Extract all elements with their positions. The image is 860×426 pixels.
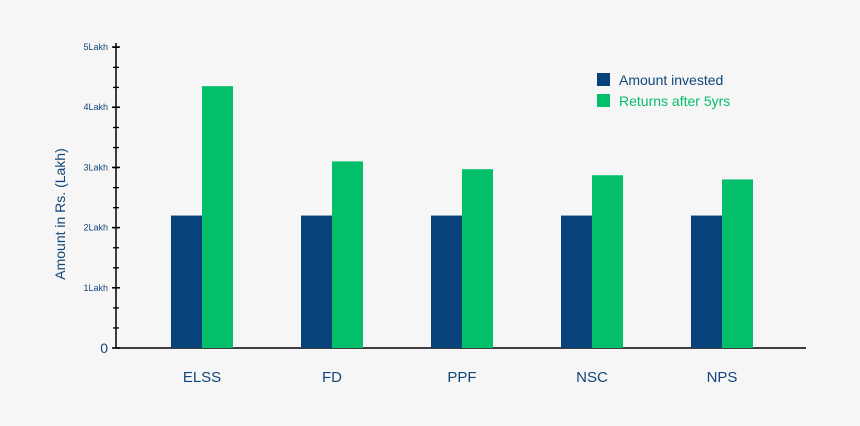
y-tick-label: 0 — [100, 340, 108, 356]
bar-nsc-invested — [561, 215, 592, 348]
bar-ppf-invested — [431, 215, 462, 348]
y-tick-label: 3Lakh — [83, 162, 108, 172]
bar-elss-returns — [202, 86, 233, 348]
y-tick-label: 4Lakh — [83, 102, 108, 112]
bar-ppf-returns — [462, 169, 493, 348]
legend-label: Returns after 5yrs — [619, 93, 730, 109]
bar-elss-invested — [171, 215, 202, 348]
y-tick-label: 5Lakh — [83, 42, 108, 52]
x-tick-label: NSC — [576, 369, 608, 386]
legend: Amount invested Returns after 5yrs — [597, 72, 730, 109]
y-tick-label: 1Lakh — [83, 283, 108, 293]
bar-fd-returns — [332, 161, 363, 348]
bar-nsc-returns — [592, 175, 623, 348]
bar-fd-invested — [301, 215, 332, 348]
y-axis-label: Amount in Rs. (Lakh) — [52, 148, 68, 280]
legend-label: Amount invested — [619, 72, 723, 88]
y-tick-label: 2Lakh — [83, 223, 108, 233]
legend-swatch — [597, 73, 610, 86]
x-tick-label: FD — [322, 369, 342, 386]
x-tick-label: PPF — [447, 369, 476, 386]
x-tick-labels: ELSS FD PPF NSC NPS — [183, 369, 738, 386]
legend-swatch — [597, 94, 610, 107]
bar-nps-invested — [691, 215, 722, 348]
bars — [171, 86, 753, 348]
x-tick-label: ELSS — [183, 369, 221, 386]
bar-nps-returns — [722, 179, 753, 348]
x-tick-label: NPS — [707, 369, 738, 386]
y-tick-labels: 0 1Lakh 2Lakh 3Lakh 4Lakh 5Lakh — [83, 42, 108, 356]
